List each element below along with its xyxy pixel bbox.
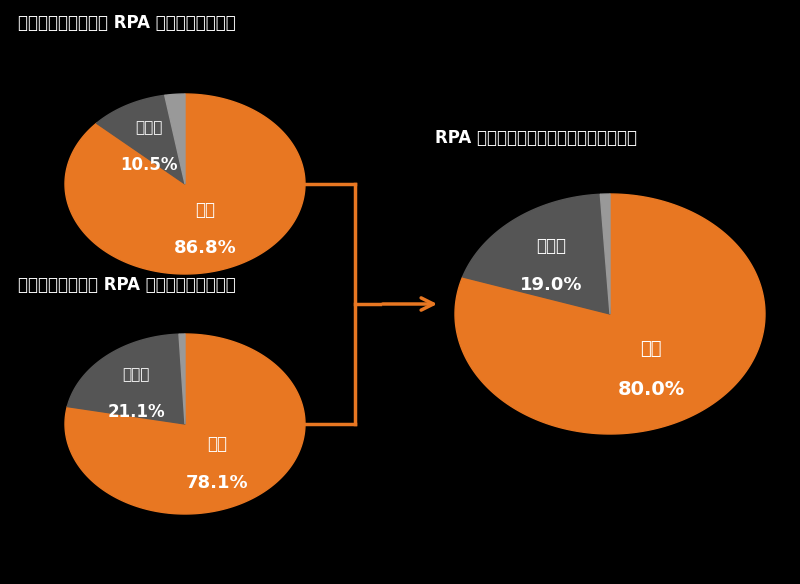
Text: いいえ: いいえ: [122, 367, 150, 382]
Polygon shape: [65, 94, 305, 274]
Text: 10.5%: 10.5%: [121, 135, 178, 174]
Text: 21.1%: 21.1%: [107, 382, 165, 420]
Text: 86.8%: 86.8%: [174, 218, 237, 258]
Text: 19.0%: 19.0%: [520, 255, 582, 294]
Text: できるだけ早期に RPA 化したい業務がある: できるだけ早期に RPA 化したい業務がある: [18, 276, 236, 294]
Polygon shape: [455, 194, 765, 434]
Text: できれば自社社員が RPA を使いこなしたい: できれば自社社員が RPA を使いこなしたい: [18, 14, 236, 32]
Text: いいえ: いいえ: [136, 120, 163, 135]
Text: はい: はい: [207, 435, 227, 453]
Text: はい: はい: [195, 200, 215, 218]
Polygon shape: [165, 94, 185, 184]
Polygon shape: [462, 194, 610, 314]
Text: はい: はい: [640, 340, 662, 357]
Polygon shape: [65, 334, 305, 514]
Polygon shape: [600, 194, 610, 314]
Polygon shape: [97, 95, 185, 184]
Text: いいえ: いいえ: [536, 237, 566, 255]
Polygon shape: [179, 334, 185, 424]
Text: 80.0%: 80.0%: [618, 357, 685, 399]
Text: RPA に関する知識や人員の不足を感じる: RPA に関する知識や人員の不足を感じる: [435, 129, 637, 147]
Polygon shape: [67, 334, 185, 424]
Text: 78.1%: 78.1%: [186, 453, 248, 492]
